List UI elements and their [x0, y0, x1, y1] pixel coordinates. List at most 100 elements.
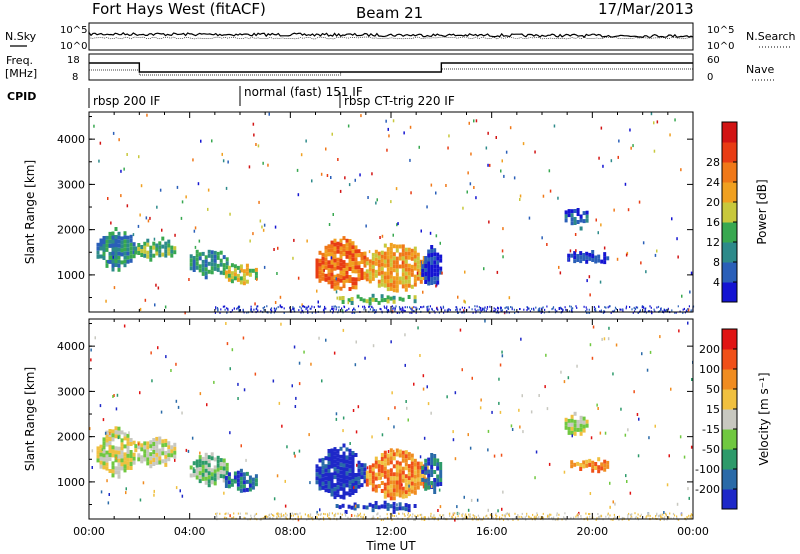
scatter-speck [221, 152, 223, 156]
scatter-speck [150, 447, 152, 451]
echo-cell [413, 299, 417, 304]
ground-scatter-speck [475, 309, 477, 312]
echo-cell [363, 467, 367, 472]
echo-cell [239, 264, 243, 269]
echo-cell [386, 251, 390, 256]
ground-scatter-speck [490, 310, 492, 313]
ground-scatter-speck [533, 516, 535, 519]
echo-cell [389, 266, 393, 271]
echo-cell [129, 246, 133, 251]
scatter-speck [560, 370, 562, 374]
echo-cell [357, 484, 361, 489]
echo-cell [439, 482, 443, 486]
echo-cell [564, 425, 568, 430]
ground-scatter-speck [254, 513, 256, 516]
ground-scatter-speck [448, 512, 451, 515]
scatter-speck [470, 152, 472, 156]
echo-cell [210, 258, 214, 263]
echo-region [315, 443, 367, 500]
ground-scatter-speck [415, 306, 417, 309]
echo-cell [216, 255, 220, 260]
ground-scatter-speck [530, 516, 532, 519]
echo-cell [430, 281, 434, 285]
ground-scatter-speck [386, 307, 388, 310]
echo-cell [111, 267, 115, 272]
scatter-speck [328, 223, 331, 226]
echo-cell [339, 470, 343, 475]
echo-cell [398, 477, 402, 482]
scatter-speck [311, 179, 313, 183]
echo-cell [401, 276, 405, 281]
scatter-speck [385, 119, 387, 123]
echo-cell [351, 245, 355, 250]
echo-cell [318, 486, 322, 491]
scatter-speck [435, 284, 437, 288]
echo-cell [222, 478, 226, 483]
echo-cell [573, 462, 577, 467]
scatter-speck [613, 208, 615, 212]
scatter-speck [207, 207, 209, 211]
echo-cell [219, 462, 223, 467]
echo-cell [436, 466, 440, 471]
echo-cell [371, 508, 375, 513]
ground-scatter-speck [332, 311, 334, 314]
scatter-speck [395, 187, 398, 191]
scatter-speck [401, 483, 403, 487]
echo-cell [582, 428, 586, 433]
echo-cell [236, 478, 240, 483]
scatter-speck [144, 298, 147, 302]
scatter-speck [480, 398, 482, 402]
echo-cell [401, 474, 405, 479]
ground-scatter-speck [281, 306, 283, 309]
scatter-speck [688, 496, 690, 500]
ground-scatter-speck [502, 518, 505, 521]
scatter-speck [139, 391, 141, 395]
colorbar-swatch [722, 349, 737, 370]
echo-cell [401, 470, 405, 475]
ground-scatter-speck [455, 308, 457, 311]
echo-cell [201, 259, 205, 264]
scatter-speck [471, 376, 473, 380]
scatter-speck [197, 182, 200, 186]
scatter-speck [509, 126, 512, 130]
scatter-speck [342, 328, 345, 332]
echo-cell [222, 466, 226, 471]
echo-cell [324, 488, 328, 493]
echo-cell [371, 463, 375, 468]
echo-cell [155, 460, 159, 465]
echo-cell [336, 245, 340, 250]
echo-cell [123, 247, 127, 252]
scatter-speck [348, 183, 351, 187]
echo-cell [389, 496, 393, 501]
ground-scatter-speck [669, 512, 671, 515]
echo-cell [117, 259, 121, 264]
echo-cell [371, 297, 375, 302]
echo-cell [597, 258, 601, 263]
ground-scatter-speck [535, 306, 537, 309]
echo-cell [342, 284, 346, 289]
echo-cell [354, 489, 358, 493]
scatter-speck [589, 492, 592, 495]
echo-cell [360, 276, 364, 280]
scatter-speck [298, 382, 301, 386]
echo-cell [233, 479, 237, 484]
echo-cell [398, 481, 402, 486]
echo-cell [324, 253, 328, 258]
scatter-speck [335, 412, 338, 416]
ground-scatter-speck [256, 307, 258, 310]
scatter-speck [473, 186, 475, 189]
ground-scatter-speck [341, 307, 343, 310]
ground-scatter-speck [333, 514, 335, 517]
echo-cell [585, 210, 589, 215]
ground-scatter-speck [544, 308, 546, 311]
ground-scatter-speck [357, 305, 360, 308]
echo-cell [161, 447, 165, 452]
ground-scatter-speck [533, 307, 535, 310]
ground-scatter-speck [437, 518, 439, 521]
scatter-speck [151, 379, 153, 383]
scatter-speck [349, 442, 351, 445]
echo-cell [439, 266, 443, 271]
echo-cell [342, 443, 346, 448]
x-tick-label: 08:00 [274, 525, 306, 538]
echo-cell [585, 463, 589, 468]
